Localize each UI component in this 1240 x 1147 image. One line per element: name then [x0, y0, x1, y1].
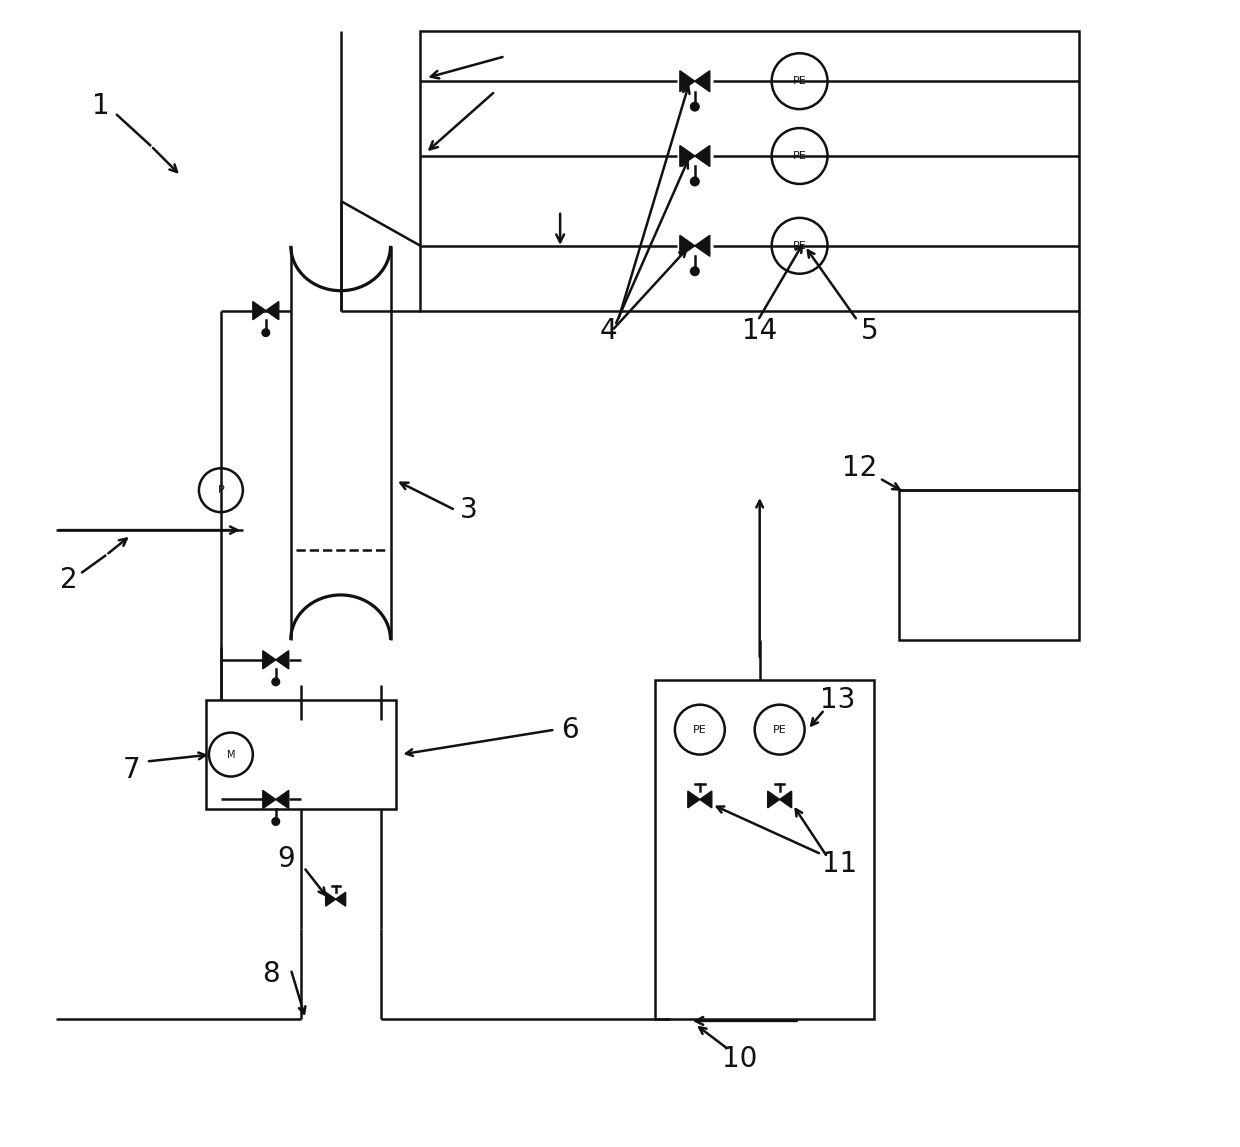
- Polygon shape: [253, 302, 265, 320]
- Bar: [420, 31, 1079, 311]
- Text: 10: 10: [722, 1045, 758, 1072]
- Circle shape: [691, 267, 698, 275]
- Polygon shape: [263, 790, 275, 809]
- Text: PE: PE: [693, 725, 707, 734]
- Polygon shape: [694, 71, 709, 92]
- Text: M: M: [227, 749, 236, 759]
- Text: 9: 9: [277, 845, 295, 873]
- Polygon shape: [699, 791, 712, 807]
- Circle shape: [263, 329, 269, 336]
- Text: 11: 11: [822, 850, 857, 879]
- Polygon shape: [694, 146, 709, 166]
- Circle shape: [208, 733, 253, 777]
- Polygon shape: [694, 235, 709, 256]
- Text: 5: 5: [861, 317, 878, 344]
- Circle shape: [771, 128, 827, 184]
- Polygon shape: [275, 790, 289, 809]
- Circle shape: [691, 103, 698, 110]
- Text: 12: 12: [842, 454, 877, 482]
- Polygon shape: [336, 892, 346, 906]
- Circle shape: [273, 679, 279, 685]
- Text: 1: 1: [92, 92, 110, 120]
- Polygon shape: [680, 146, 694, 166]
- Text: 13: 13: [820, 686, 856, 713]
- Text: PE: PE: [792, 241, 806, 251]
- Polygon shape: [688, 791, 699, 807]
- Polygon shape: [680, 71, 694, 92]
- Text: 6: 6: [562, 716, 579, 743]
- Text: 14: 14: [742, 317, 777, 344]
- Text: 7: 7: [123, 756, 140, 783]
- Polygon shape: [263, 650, 275, 669]
- Circle shape: [273, 818, 279, 825]
- Circle shape: [691, 178, 698, 185]
- Bar: [655, 680, 874, 1019]
- Text: PE: PE: [792, 76, 806, 86]
- Text: 4: 4: [599, 317, 616, 344]
- Text: 2: 2: [61, 565, 78, 594]
- Text: PE: PE: [792, 151, 806, 161]
- Text: 8: 8: [262, 960, 279, 988]
- Text: 3: 3: [460, 497, 477, 524]
- Circle shape: [675, 704, 724, 755]
- Circle shape: [198, 468, 243, 513]
- Circle shape: [755, 704, 805, 755]
- Text: P: P: [217, 485, 224, 496]
- Polygon shape: [265, 302, 279, 320]
- Polygon shape: [780, 791, 791, 807]
- Polygon shape: [680, 235, 694, 256]
- Polygon shape: [768, 791, 780, 807]
- Circle shape: [771, 218, 827, 274]
- Text: PE: PE: [773, 725, 786, 734]
- Polygon shape: [275, 650, 289, 669]
- Bar: [899, 490, 1079, 640]
- Circle shape: [771, 53, 827, 109]
- Bar: [206, 700, 396, 810]
- Polygon shape: [326, 892, 336, 906]
